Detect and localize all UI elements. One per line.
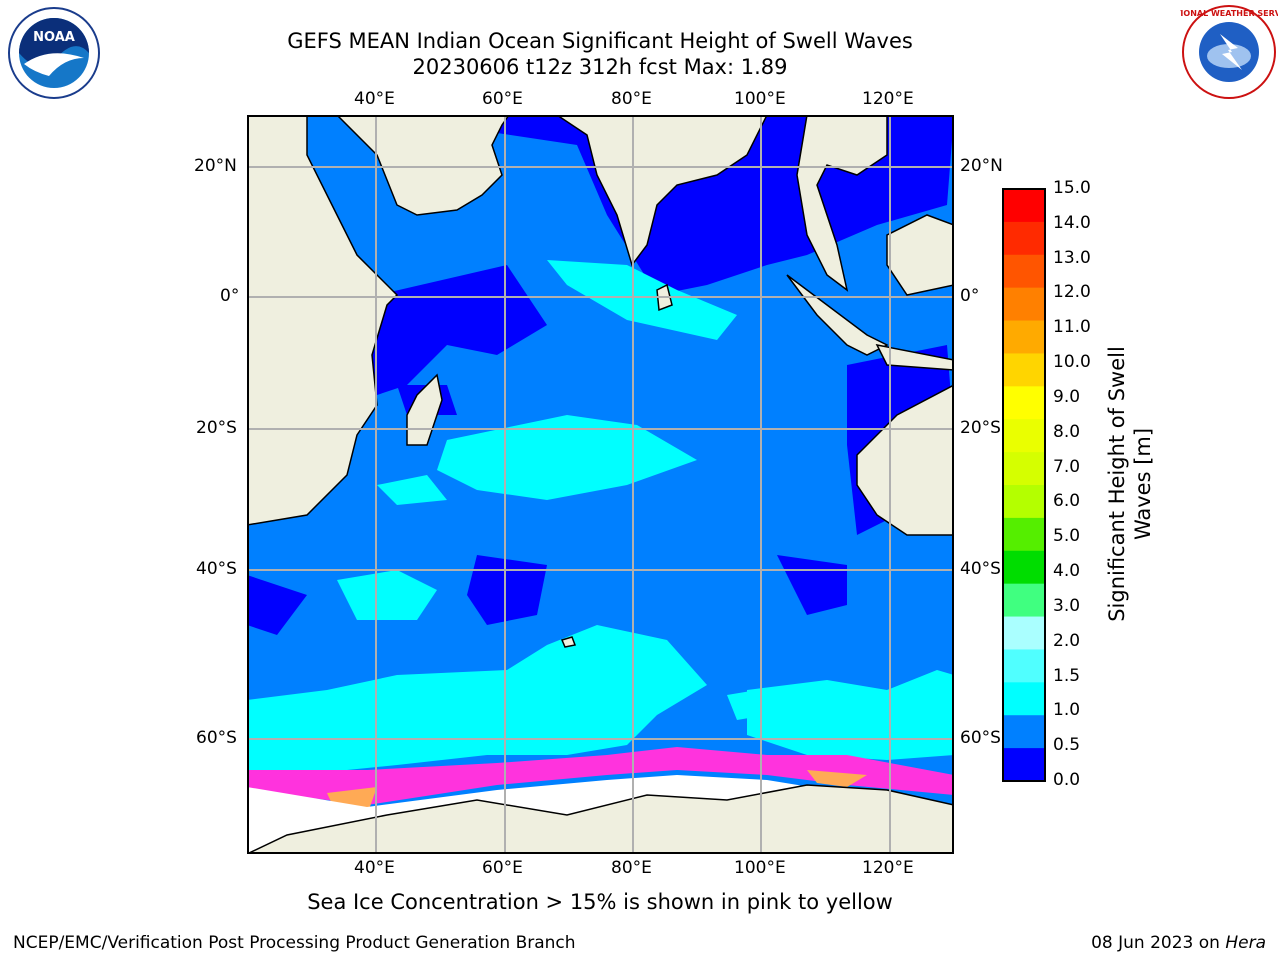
colorbar-label-line1: Significant Height of Swell bbox=[1105, 346, 1129, 622]
colorbar-swatch bbox=[1003, 715, 1045, 749]
lat-tick-left-40s: 40°S bbox=[196, 559, 237, 579]
colorbar-tick-label: 7.0 bbox=[1053, 456, 1081, 477]
footer-machine: Hera bbox=[1225, 933, 1266, 953]
colorbar-swatch bbox=[1003, 419, 1045, 453]
colorbar-tick-label: 14.0 bbox=[1053, 212, 1091, 233]
colorbar-swatch bbox=[1003, 189, 1045, 223]
colorbar-swatch bbox=[1003, 386, 1045, 420]
colorbar-swatch bbox=[1003, 583, 1045, 618]
colorbar-swatch bbox=[1003, 221, 1045, 256]
colorbar-label-line2: Waves [m] bbox=[1131, 427, 1155, 541]
colorbar-tick-label: 0.5 bbox=[1053, 735, 1081, 756]
lon-tick-bottom-120: 120°E bbox=[862, 858, 914, 878]
lon-tick-top-40: 40°E bbox=[354, 89, 395, 109]
footer-date-text: 08 Jun 2023 on bbox=[1091, 933, 1226, 953]
colorbar bbox=[1002, 188, 1046, 782]
lon-tick-bottom-60: 60°E bbox=[482, 858, 523, 878]
lat-tick-right-20s: 20°S bbox=[960, 418, 1001, 438]
lat-tick-left-20n: 20°N bbox=[194, 156, 237, 176]
sea-ice-edge bbox=[247, 747, 954, 805]
footer-credit: NCEP/EMC/Verification Post Processing Pr… bbox=[13, 933, 576, 953]
colorbar-swatch bbox=[1003, 550, 1045, 585]
colorbar-swatch bbox=[1003, 353, 1045, 387]
colorbar-tick-label: 2.0 bbox=[1053, 630, 1081, 651]
lat-tick-left-0: 0° bbox=[220, 286, 240, 306]
noaa-logo: NOAA bbox=[8, 7, 100, 99]
colorbar-swatch bbox=[1003, 616, 1045, 650]
colorbar-tick-label: 13.0 bbox=[1053, 247, 1091, 268]
sea-ice-caption: Sea Ice Concentration > 15% is shown in … bbox=[307, 890, 893, 914]
map-title: GEFS MEAN Indian Ocean Significant Heigh… bbox=[287, 29, 913, 53]
lon-tick-top-100: 100°E bbox=[734, 89, 786, 109]
lon-tick-top-80: 80°E bbox=[611, 89, 652, 109]
noaa-logo-text: NOAA bbox=[33, 30, 75, 45]
lon-tick-bottom-80: 80°E bbox=[611, 858, 652, 878]
colorbar-frame bbox=[1002, 188, 1046, 782]
lat-tick-left-60s: 60°S bbox=[196, 728, 237, 748]
colorbar-tick-label: 8.0 bbox=[1053, 421, 1081, 442]
colorbar-tick-label: 9.0 bbox=[1053, 386, 1081, 407]
lat-tick-right-0: 0° bbox=[960, 286, 980, 306]
sea-ice-patch bbox=[807, 770, 867, 787]
lon-tick-bottom-100: 100°E bbox=[734, 858, 786, 878]
colorbar-swatch bbox=[1003, 320, 1045, 354]
map-subtitle: 20230606 t12z 312h fcst Max: 1.89 bbox=[412, 55, 788, 79]
colorbar-tick-label: 5.0 bbox=[1053, 526, 1081, 547]
lat-tick-right-60s: 60°S bbox=[960, 728, 1001, 748]
colorbar-swatch bbox=[1003, 649, 1045, 683]
colorbar-swatch bbox=[1003, 287, 1045, 322]
lon-tick-bottom-40: 40°E bbox=[354, 858, 395, 878]
colorbar-tick-label: 15.0 bbox=[1053, 178, 1091, 198]
lat-tick-left-20s: 20°S bbox=[196, 418, 237, 438]
colorbar-tick-label: 1.5 bbox=[1053, 665, 1081, 686]
colorbar-tick-label: 4.0 bbox=[1053, 561, 1081, 582]
lat-tick-right-20n: 20°N bbox=[960, 156, 1003, 176]
colorbar-tick-label: 12.0 bbox=[1053, 282, 1091, 303]
gridlines bbox=[247, 115, 954, 854]
colorbar-tick-label: 10.0 bbox=[1053, 352, 1091, 373]
colorbar-tick-label: 3.0 bbox=[1053, 595, 1081, 616]
colorbar-tick-label: 1.0 bbox=[1053, 700, 1081, 721]
lat-tick-right-40s: 40°S bbox=[960, 559, 1001, 579]
colorbar-swatch bbox=[1003, 682, 1045, 716]
nws-logo-text: NATIONAL WEATHER SERVICE bbox=[1180, 9, 1278, 18]
colorbar-swatch bbox=[1003, 748, 1045, 782]
colorbar-swatch bbox=[1003, 254, 1045, 289]
colorbar-swatch bbox=[1003, 485, 1045, 519]
colorbar-tick-label: 11.0 bbox=[1053, 317, 1091, 338]
map[interactable] bbox=[247, 115, 954, 854]
map-frame bbox=[247, 115, 954, 854]
colorbar-swatch bbox=[1003, 452, 1045, 486]
colorbar-swatch bbox=[1003, 517, 1045, 552]
lon-tick-top-60: 60°E bbox=[482, 89, 523, 109]
nws-logo: NATIONAL WEATHER SERVICE bbox=[1180, 5, 1278, 99]
footer-date: 08 Jun 2023 on Hera bbox=[1091, 933, 1266, 953]
colorbar-tick-label: 0.0 bbox=[1053, 770, 1081, 790]
lon-tick-top-120: 120°E bbox=[862, 89, 914, 109]
colorbar-tick-label: 6.0 bbox=[1053, 491, 1081, 512]
high-swell-areas bbox=[247, 260, 954, 775]
land bbox=[247, 115, 954, 854]
colorbar-label: Significant Height of Swell Waves [m] bbox=[1104, 346, 1156, 622]
